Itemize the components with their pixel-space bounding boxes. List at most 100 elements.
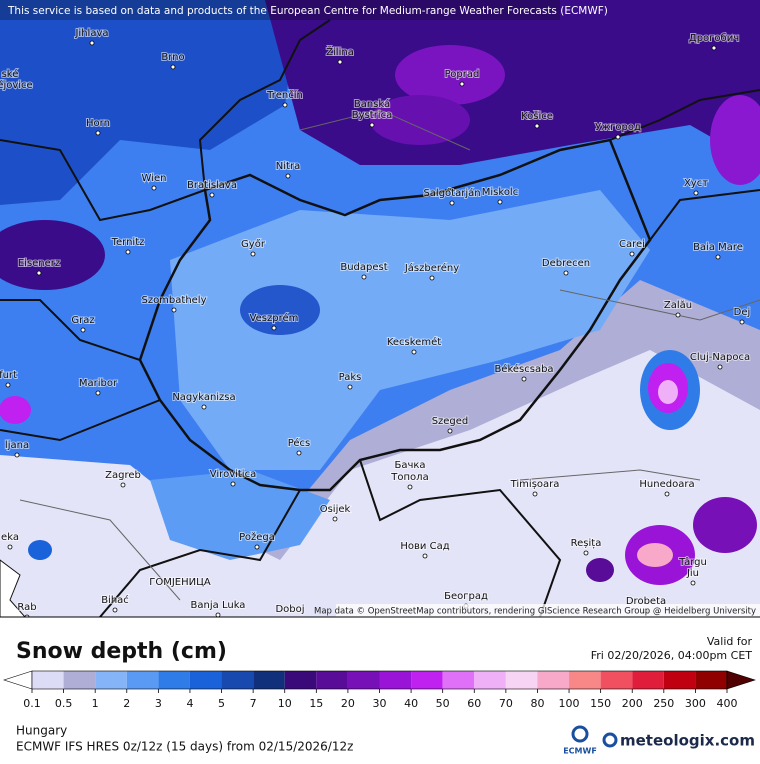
city-label: Banja Luka — [191, 600, 246, 611]
city-label: Zalău — [664, 300, 692, 311]
colorbar-tick-label: 10 — [278, 697, 292, 710]
colorbar-tick-label: 250 — [653, 697, 674, 710]
city-dot — [711, 45, 717, 51]
country-border — [0, 19, 760, 617]
city-label: Бачка — [394, 460, 425, 471]
city-label: Békéscsaba — [494, 363, 553, 375]
city-dot — [332, 516, 338, 522]
colorbar-segment — [189, 671, 222, 689]
city-label: Horn — [86, 118, 110, 129]
colorbar-segment — [695, 671, 727, 689]
city-dot — [739, 319, 745, 325]
city-label: Hunedoara — [639, 479, 694, 490]
city-label: Bystrica — [352, 110, 392, 121]
colorbar-tick-label: 15 — [309, 697, 323, 710]
city-label: Budapest — [340, 262, 387, 273]
city-label: Osijek — [320, 504, 351, 515]
city-dot — [254, 544, 260, 550]
city-dot — [447, 428, 453, 434]
colorbar-tick-label: 40 — [404, 697, 418, 710]
city-label: Zagreb — [105, 470, 141, 481]
city-label: Szombathely — [141, 295, 206, 306]
colorbar-tick-label: 200 — [622, 697, 643, 710]
city-dot — [120, 482, 126, 488]
city-label: ějovice — [0, 79, 33, 91]
colorbar-segment — [663, 671, 696, 689]
city-label: Veszprém — [250, 312, 299, 324]
city-label: ské — [2, 68, 19, 80]
city-label: Pécs — [288, 437, 311, 449]
city-dot — [7, 544, 13, 550]
coast — [0, 559, 26, 617]
city-label: Doboj — [275, 604, 304, 615]
colorbar-segment — [411, 671, 443, 689]
city-label: Požega — [239, 531, 275, 543]
colorbar-segment — [569, 671, 601, 689]
colorbar-segment — [284, 671, 317, 689]
city-label: Dej — [734, 307, 751, 318]
city-dot — [5, 382, 11, 388]
city-dot — [89, 40, 95, 46]
city-label: Kecskemét — [387, 336, 441, 348]
snow-zone — [586, 558, 614, 582]
valid-time: Fri 02/20/2026, 04:00pm CET — [591, 649, 753, 662]
city-label: Maribor — [79, 378, 118, 389]
colorbar-segment — [158, 671, 190, 689]
city-dot — [285, 173, 291, 179]
city-dot — [80, 327, 86, 333]
valid-label: Valid for — [707, 635, 753, 648]
city-label: eka — [1, 532, 19, 543]
colorbar-tick-label: 400 — [717, 697, 738, 710]
city-label: Ужгород — [595, 122, 641, 133]
colorbar-tick-label: 80 — [530, 697, 544, 710]
city-dot — [230, 481, 236, 487]
city-dot — [209, 192, 215, 198]
snow-zone — [240, 285, 320, 335]
city-label: Žilina — [326, 45, 354, 58]
city-dot — [201, 404, 207, 410]
colorbar-segment — [95, 671, 127, 689]
city-label: Топола — [390, 472, 428, 483]
city-dot — [95, 130, 101, 136]
colorbar-segment — [474, 671, 506, 689]
city-dot — [170, 64, 176, 70]
city-label: Jihlava — [74, 28, 108, 39]
attribution-backdrop — [336, 604, 760, 617]
colorbar-tick-label: 30 — [373, 697, 387, 710]
city-label: Târgu — [678, 556, 707, 568]
colorbar-segment — [221, 671, 254, 689]
colorbar: 0.1 0.5 1 2 3 4 5 7 10 15 20 30 40 50 60 70 80 100 150 200 2… — [3, 670, 756, 710]
city-label: Cluj-Napoca — [690, 352, 750, 363]
colorbar-tick-label: 50 — [436, 697, 450, 710]
notice: This service is based on data and produc… — [7, 5, 608, 17]
city-label: Београд — [444, 591, 488, 602]
city-dot — [675, 312, 681, 318]
city-dot — [337, 59, 343, 65]
city-label: Timișoara — [510, 479, 560, 490]
city-dot — [693, 190, 699, 196]
colorbar-tick-label: 300 — [685, 697, 706, 710]
colorbar-segment — [253, 671, 285, 689]
colorbar-under — [3, 670, 33, 690]
city-dot — [422, 553, 428, 559]
city-label: Reșița — [571, 538, 602, 549]
city-label: Virovitica — [210, 469, 256, 480]
city-dot — [534, 123, 540, 129]
logo-text: ECMWF — [563, 747, 597, 756]
legend-title: Snow depth (cm) — [16, 639, 227, 664]
snow-zone — [0, 0, 300, 205]
city-label: Eisenerz — [18, 258, 60, 269]
city-label: Bratislava — [187, 180, 237, 191]
city-label: Győr — [241, 238, 266, 250]
colorbar-segment — [505, 671, 538, 689]
city-dot — [215, 612, 221, 617]
city-dot — [715, 254, 721, 260]
city-label: Nagykanizsa — [172, 392, 235, 403]
city-dot — [664, 491, 670, 497]
city-dot — [532, 491, 538, 497]
snow-zone — [370, 95, 470, 145]
region-border — [19, 109, 760, 601]
city-label: Szeged — [432, 416, 469, 427]
